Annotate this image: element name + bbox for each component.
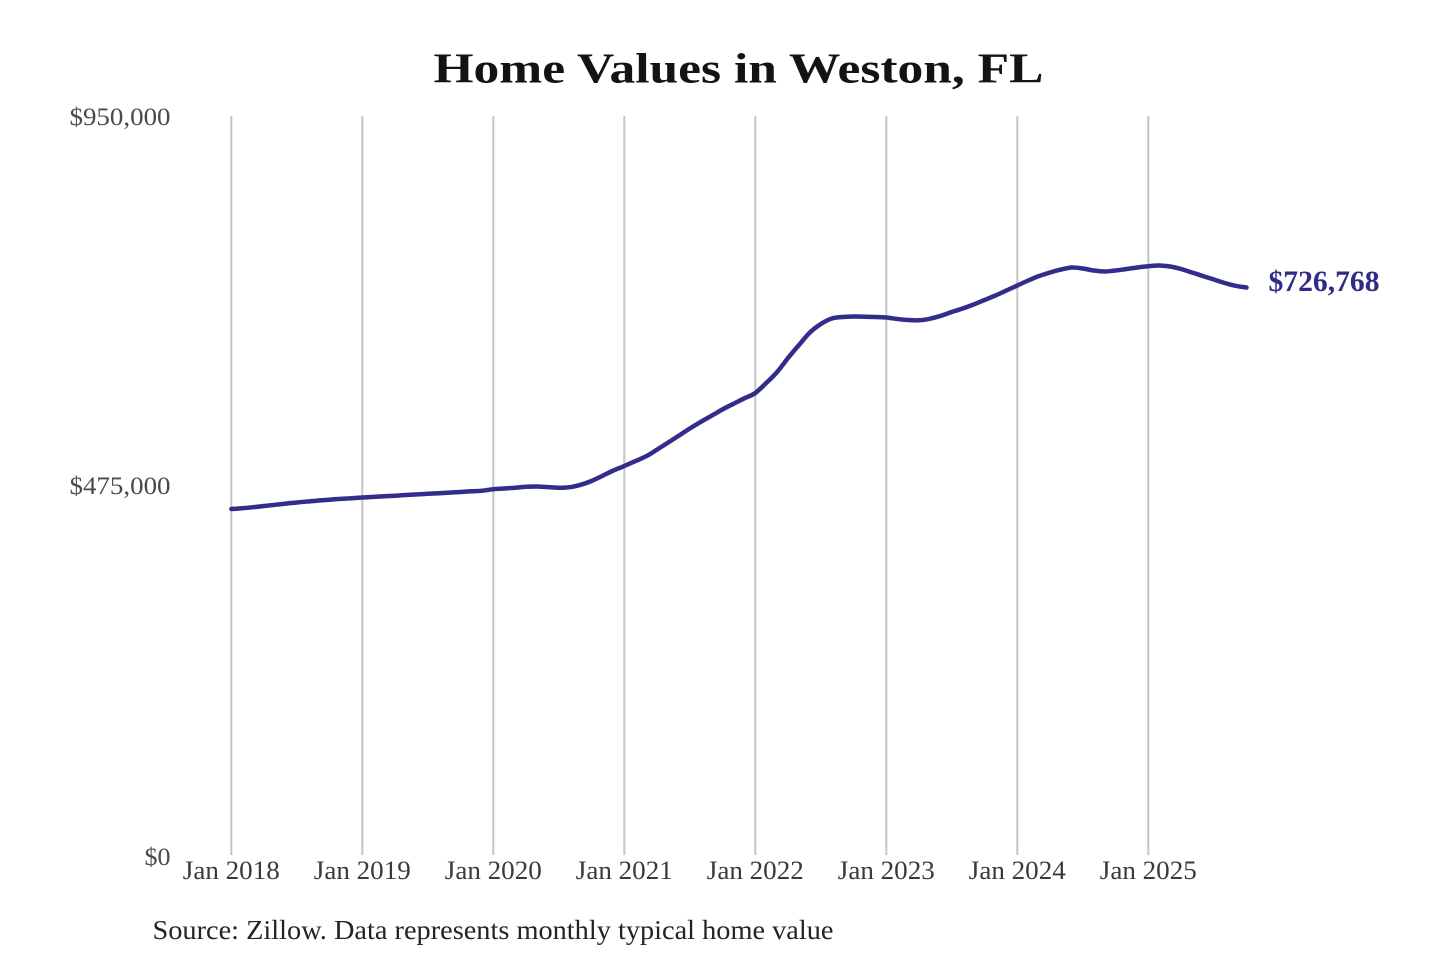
- svg-text:Jan 2024: Jan 2024: [969, 856, 1066, 885]
- svg-text:Jan 2023: Jan 2023: [838, 856, 935, 885]
- svg-text:Jan 2025: Jan 2025: [1100, 856, 1197, 885]
- svg-text:$475,000: $475,000: [70, 473, 171, 500]
- svg-text:Home Values in Weston, FL: Home Values in Weston, FL: [434, 47, 1044, 93]
- svg-text:Source: Zillow. Data represent: Source: Zillow. Data represents monthly …: [153, 915, 834, 945]
- svg-text:$950,000: $950,000: [70, 104, 171, 131]
- svg-text:Jan 2020: Jan 2020: [445, 856, 542, 885]
- svg-text:$726,768: $726,768: [1269, 265, 1380, 298]
- svg-text:Jan 2022: Jan 2022: [707, 856, 804, 885]
- svg-text:Jan 2019: Jan 2019: [314, 856, 411, 885]
- svg-text:Jan 2018: Jan 2018: [183, 856, 280, 885]
- svg-text:Jan 2021: Jan 2021: [576, 856, 673, 885]
- svg-text:$0: $0: [145, 844, 171, 871]
